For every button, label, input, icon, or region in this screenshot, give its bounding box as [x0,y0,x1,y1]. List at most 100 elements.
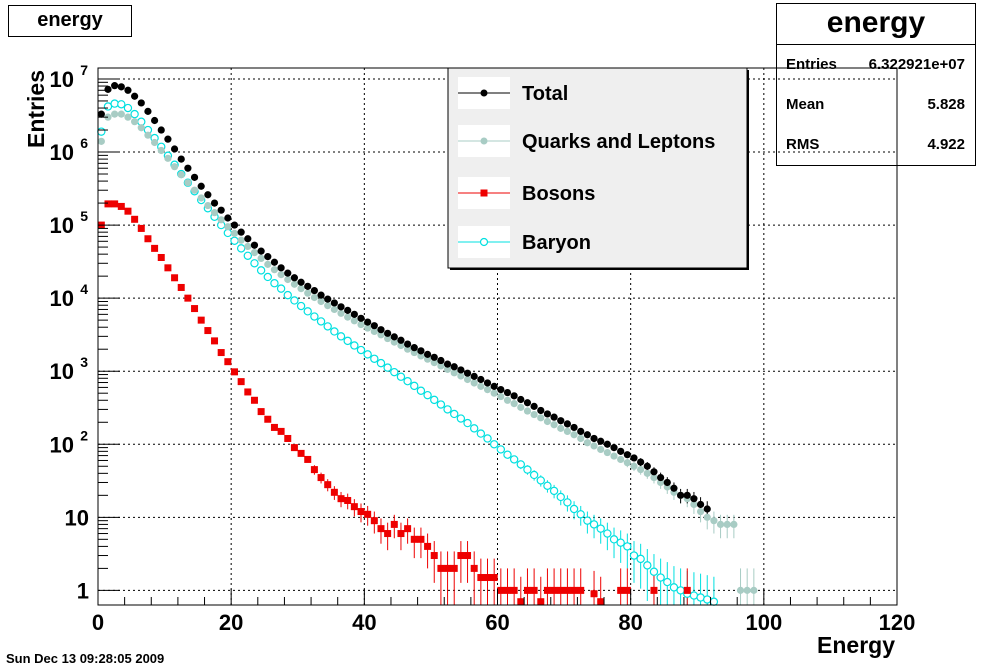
legend-label: Total [522,83,568,105]
data-point [723,520,731,529]
data-point [204,201,212,210]
data-point [324,295,332,303]
legend-label: Baryon [522,232,591,254]
data-point [690,495,698,503]
data-point [537,414,545,422]
data-point [404,525,412,533]
data-point [363,350,372,359]
data-point [477,382,485,390]
data-point [617,455,625,464]
data-point [304,455,312,463]
stats-value: 6.322921e+07 [868,56,965,73]
data-point [197,194,205,202]
data-point [157,146,165,155]
error-bars-bosons [311,465,691,605]
data-point [171,274,179,282]
data-point [350,310,358,318]
data-point [417,347,425,355]
data-point [237,228,245,236]
legend-label: Bosons [522,183,595,205]
data-point [530,586,538,594]
data-point [283,290,292,300]
data-point [184,179,192,187]
data-point [97,137,105,145]
y-tick-label: 10 [50,432,74,457]
stats-row-entries: Entries 6.322921e+07 [777,45,975,85]
data-point [637,466,645,474]
data-point [563,498,572,507]
data-point [424,542,432,550]
data-point [357,508,365,516]
data-point [677,491,685,499]
data-point [696,500,705,509]
data-point [617,447,625,455]
data-point [243,251,253,260]
data-point [297,285,305,293]
data-point [390,367,399,377]
data-point [570,423,578,432]
data-point [417,352,425,360]
legend-marker [479,237,489,247]
data-point [730,520,738,529]
data-point [470,379,478,387]
data-point [583,431,591,439]
data-point [137,224,145,232]
data-point [151,244,159,252]
data-point [476,429,486,438]
data-point [590,434,598,443]
y-tick-label: 10 [50,67,74,92]
legend: Total Quarks and Leptons Bosons Baryon [447,67,749,270]
data-point [270,266,279,274]
data-point [416,386,426,395]
data-point [123,103,133,113]
x-tick-label: 100 [745,610,782,635]
data-point [597,598,605,606]
data-point [317,291,325,299]
data-point [703,505,711,513]
data-point [657,473,665,482]
axis-ticks [97,78,898,605]
data-point [164,135,172,143]
data-point [236,244,246,253]
data-point [324,302,332,310]
timestamp: Sun Dec 13 09:28:05 2009 [6,651,165,666]
x-tick-label: 60 [485,610,509,635]
legend-item-bosons: Bosons [458,177,595,209]
data-point [683,586,691,594]
data-point [111,110,119,118]
data-point [370,354,379,363]
data-point [344,496,352,504]
data-point [230,236,239,245]
data-point [603,440,611,448]
data-point [649,567,659,576]
data-point [650,473,658,482]
data-point [530,402,538,410]
data-point [483,379,492,387]
data-point [650,468,658,476]
data-point [450,369,458,377]
data-point [549,486,559,496]
data-point [563,586,571,594]
data-point [523,586,531,594]
data-point [131,215,139,223]
data-point [596,524,605,533]
data-point [529,470,539,480]
data-point [610,444,618,452]
data-point [543,417,552,426]
data-point [344,313,352,321]
data-point [150,138,159,147]
data-point [124,86,132,94]
stats-value: 4.922 [927,136,965,153]
stats-title: energy [777,4,975,45]
data-point [676,586,685,595]
data-point [197,182,205,190]
data-point [304,282,312,290]
data-point [703,513,711,521]
y-tick-exponent: 7 [80,62,88,78]
data-point [750,586,758,594]
data-point [344,306,352,314]
data-point [690,500,698,509]
data-point [523,465,532,474]
data-point [457,372,465,380]
